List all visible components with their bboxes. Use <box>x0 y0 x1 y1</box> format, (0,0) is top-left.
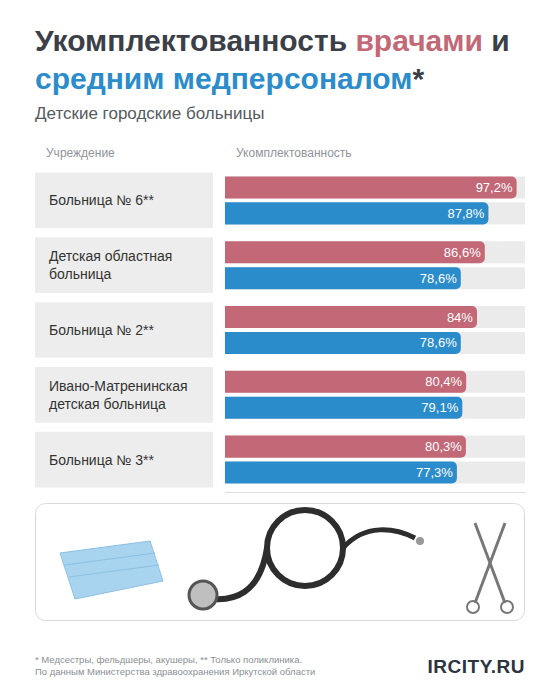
html-text:Укомплектованность врачами и: Укомплектованность врачами и <box>35 24 510 57</box>
svg-text:Укомплектованность: Укомплектованность <box>236 146 352 160</box>
svg-text:79,1%: 79,1% <box>421 400 458 415</box>
svg-text:97,2%: 97,2% <box>476 180 513 195</box>
svg-text:84%: 84% <box>447 310 473 325</box>
svg-text:86,6%: 86,6% <box>444 245 481 260</box>
html-text:По данным Министерства здравоо: По данным Министерства здравоохранения И… <box>35 666 316 677</box>
svg-text:Учреждение: Учреждение <box>46 146 115 160</box>
html-text:IRCITY.RU: IRCITY.RU <box>427 656 525 677</box>
svg-text:Больница № 2**: Больница № 2** <box>49 322 155 338</box>
svg-text:77,3%: 77,3% <box>416 465 453 480</box>
svg-text:Детская областнаябольница: Детская областнаябольница <box>49 248 172 282</box>
svg-text:Больница № 3**: Больница № 3** <box>49 452 155 468</box>
svg-text:78,6%: 78,6% <box>420 335 457 350</box>
html-text:средним медперсоналом *: средним медперсоналом * <box>35 62 425 95</box>
svg-text:Ивано-Матренинскаядетская боль: Ивано-Матренинскаядетская больница <box>49 378 188 412</box>
html-text:* Медсестры, фельдшеры, акушер: * Медсестры, фельдшеры, акушеры, ** Толь… <box>35 654 303 665</box>
svg-text:78,6%: 78,6% <box>420 271 457 286</box>
svg-text:87,8%: 87,8% <box>447 206 484 221</box>
svg-text:Больница № 6**: Больница № 6** <box>49 192 155 208</box>
html-text:Детские городские больницы: Детские городские больницы <box>35 104 265 123</box>
svg-text:80,3%: 80,3% <box>425 439 462 454</box>
svg-text:80,4%: 80,4% <box>425 374 462 389</box>
